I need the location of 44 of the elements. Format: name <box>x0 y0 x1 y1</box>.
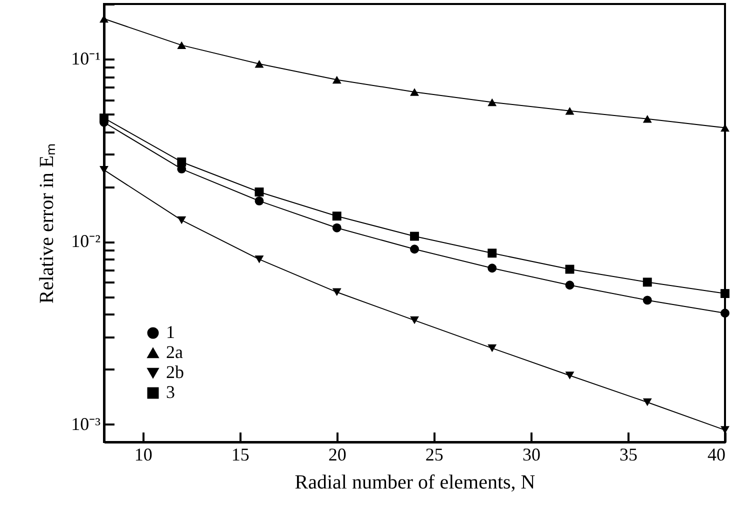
point <box>642 115 652 123</box>
point <box>720 289 730 298</box>
x-tick-label: 30 <box>522 444 540 464</box>
point <box>410 232 419 241</box>
point <box>488 344 497 352</box>
y-axis-title: Relative error in Eₘ <box>36 143 58 304</box>
legend-label: 1 <box>166 322 175 342</box>
point <box>332 212 342 221</box>
point <box>332 76 342 84</box>
point <box>488 98 497 106</box>
y-tick-label: 10⁻¹ <box>71 48 100 68</box>
point <box>642 296 652 305</box>
x-tick-label: 40 <box>708 444 726 464</box>
x-tick-label: 10 <box>134 444 152 464</box>
x-tick-label: 35 <box>619 444 638 464</box>
point <box>642 278 652 287</box>
x-tick-label: 20 <box>328 444 346 464</box>
legend-label: 2b <box>166 362 184 382</box>
point <box>565 106 574 115</box>
point <box>177 41 186 50</box>
x-tick-label: 25 <box>425 444 444 464</box>
point <box>332 288 342 296</box>
point <box>565 264 574 274</box>
point <box>177 216 186 224</box>
point <box>254 60 264 68</box>
point <box>254 188 264 196</box>
x-axis-title: Radial number of elements, N <box>294 472 536 494</box>
point <box>565 280 574 290</box>
point <box>488 264 497 273</box>
point <box>254 255 264 264</box>
point <box>642 398 652 406</box>
point <box>720 308 730 318</box>
x-tick-label: 15 <box>231 444 250 464</box>
y-tick-label: 10⁻² <box>71 231 100 252</box>
legend-label: 2a <box>166 342 183 362</box>
point <box>410 244 419 254</box>
legend-label: 3 <box>166 382 175 402</box>
point <box>488 248 497 258</box>
point <box>332 223 342 232</box>
point <box>410 316 419 324</box>
point <box>410 88 419 96</box>
point <box>565 372 574 380</box>
y-tick-label: 10⁻³ <box>71 414 102 434</box>
point <box>254 196 264 206</box>
